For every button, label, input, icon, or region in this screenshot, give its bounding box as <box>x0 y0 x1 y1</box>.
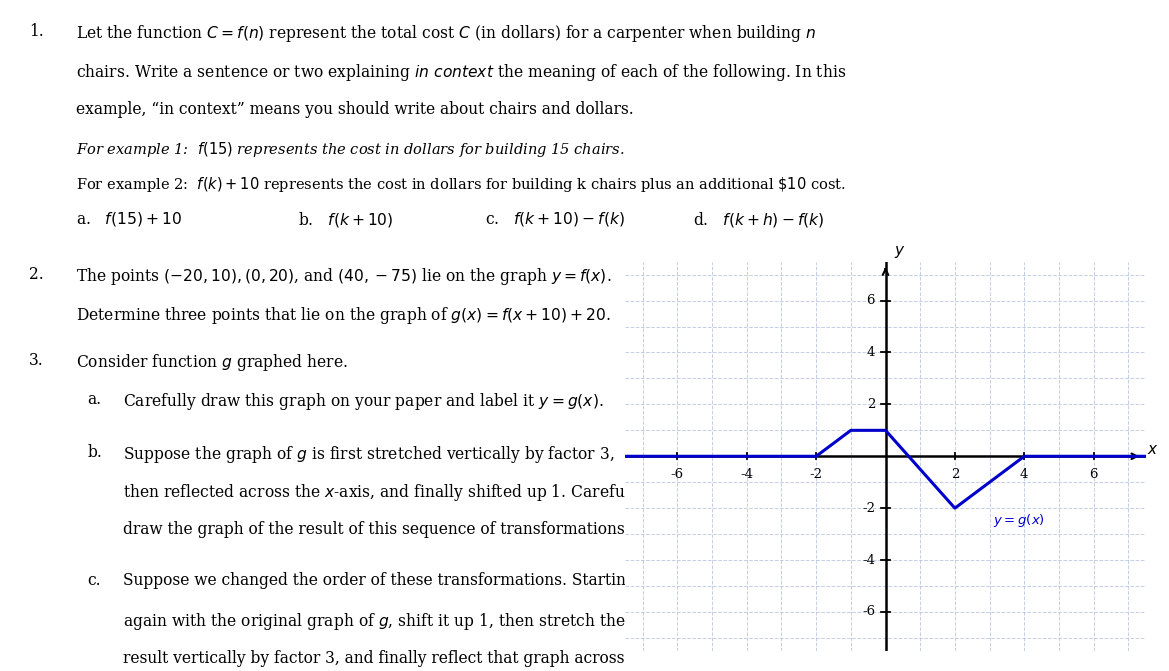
Text: Consider function $g$ graphed here.: Consider function $g$ graphed here. <box>76 352 348 373</box>
Text: 2.: 2. <box>29 266 44 283</box>
Text: For example 2:  $f(k)+10$ represents the cost in dollars for building k chairs p: For example 2: $f(k)+10$ represents the … <box>76 175 846 194</box>
Text: $y = g(x)$: $y = g(x)$ <box>992 512 1045 529</box>
Text: $x$: $x$ <box>1147 443 1158 457</box>
Text: example, “in context” means you should write about chairs and dollars.: example, “in context” means you should w… <box>76 101 634 118</box>
Text: -4: -4 <box>740 468 753 481</box>
Text: d.   $f(k+h)-f(k)$: d. $f(k+h)-f(k)$ <box>693 210 824 229</box>
Text: 2: 2 <box>866 398 876 411</box>
Text: b.   $f(k+10)$: b. $f(k+10)$ <box>298 210 394 229</box>
Text: 1.: 1. <box>29 23 44 40</box>
Text: a.: a. <box>88 391 102 408</box>
Text: 4: 4 <box>1021 468 1029 481</box>
Text: The points $(-20, 10), (0, 20)$, and $(40, -75)$ lie on the graph $y = f(x)$.: The points $(-20, 10), (0, 20)$, and $(4… <box>76 266 611 287</box>
Text: -2: -2 <box>810 468 823 481</box>
Text: 6: 6 <box>866 294 876 307</box>
Text: b.: b. <box>88 444 103 460</box>
Text: again with the original graph of $g$, shift it up 1, then stretch the: again with the original graph of $g$, sh… <box>123 611 625 632</box>
Text: a.   $f(15)+10$: a. $f(15)+10$ <box>76 210 182 228</box>
Text: Suppose the graph of $g$ is first stretched vertically by factor 3,: Suppose the graph of $g$ is first stretc… <box>123 444 614 464</box>
Text: chairs. Write a sentence or two explaining $\it{in\ context}$ the meaning of eac: chairs. Write a sentence or two explaini… <box>76 62 846 83</box>
Text: 6: 6 <box>1090 468 1098 481</box>
Text: For example 1:  $f(15)$ represents the cost in dollars for building 15 chairs.: For example 1: $f(15)$ represents the co… <box>76 140 624 159</box>
Text: 3.: 3. <box>29 352 44 369</box>
Text: -6: -6 <box>671 468 684 481</box>
Text: $y$: $y$ <box>894 244 906 260</box>
Text: Let the function $C = f(n)$ represent the total cost $C$ (in dollars) for a carp: Let the function $C = f(n)$ represent th… <box>76 23 816 44</box>
Text: result vertically by factor 3, and finally reflect that graph across: result vertically by factor 3, and final… <box>123 650 624 667</box>
Text: Suppose we changed the order of these transformations. Starting: Suppose we changed the order of these tr… <box>123 572 636 589</box>
Text: draw the graph of the result of this sequence of transformations.: draw the graph of the result of this seq… <box>123 521 629 538</box>
Text: c.   $f(k+10)-f(k)$: c. $f(k+10)-f(k)$ <box>485 210 625 228</box>
Text: -2: -2 <box>862 502 876 515</box>
Text: 4: 4 <box>866 346 876 359</box>
Text: Determine three points that lie on the graph of $g(x) = f(x+10)+20$.: Determine three points that lie on the g… <box>76 305 610 326</box>
Text: -6: -6 <box>862 605 876 619</box>
Text: then reflected across the $x$-axis, and finally shifted up 1. Carefully: then reflected across the $x$-axis, and … <box>123 482 644 503</box>
Text: c.: c. <box>88 572 102 589</box>
Text: -4: -4 <box>862 554 876 566</box>
Text: 2: 2 <box>950 468 959 481</box>
Text: Carefully draw this graph on your paper and label it $y = g(x)$.: Carefully draw this graph on your paper … <box>123 391 603 412</box>
